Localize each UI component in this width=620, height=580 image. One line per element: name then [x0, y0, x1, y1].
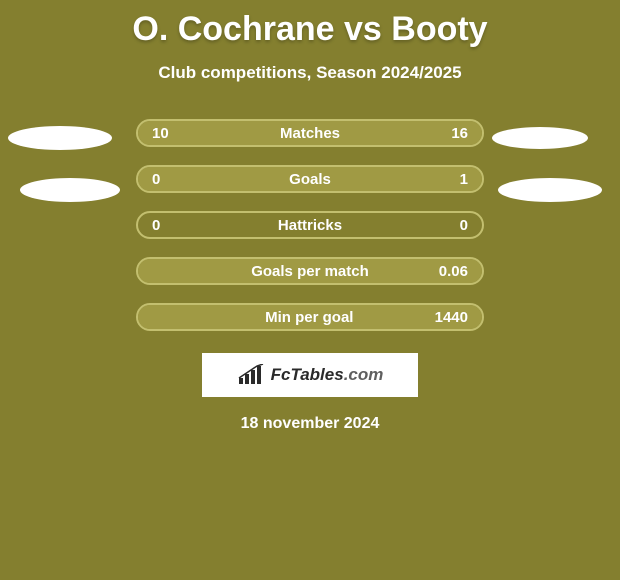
bar-fill-right [136, 259, 482, 283]
badge-brand: FcTables [271, 365, 344, 384]
badge-text: FcTables.com [271, 365, 384, 385]
stat-row: 0Hattricks0 [0, 211, 620, 239]
stat-left-value: 0 [152, 217, 184, 234]
player-marker-right [498, 178, 602, 202]
player-marker-left [20, 178, 120, 202]
stat-bar: 0Hattricks0 [136, 211, 484, 239]
bar-fill-right [136, 167, 482, 191]
bar-fill-right [136, 305, 482, 329]
stat-bar: 0Goals1 [136, 165, 484, 193]
stat-right-value: 0 [436, 217, 468, 234]
stat-bar: 10Matches16 [136, 119, 484, 147]
bar-fill-right [268, 121, 482, 145]
stat-rows: 10Matches16 0Goals1 0Hattricks0 Goals per m… [0, 119, 620, 331]
player-marker-left [8, 126, 112, 150]
stat-label: Hattricks [184, 217, 436, 234]
page-subtitle: Club competitions, Season 2024/2025 [158, 63, 461, 83]
page-title: O. Cochrane vs Booty [132, 10, 487, 49]
comparison-infographic: O. Cochrane vs Booty Club competitions, … [0, 0, 620, 580]
footer-date: 18 november 2024 [241, 415, 380, 433]
chart-bars-icon [237, 364, 267, 386]
badge-domain: .com [344, 365, 384, 384]
bar-fill-left [138, 121, 272, 145]
player-marker-right [492, 127, 588, 149]
stat-bar: Goals per match0.06 [136, 257, 484, 285]
stat-row: Min per goal1440 [0, 303, 620, 331]
stat-bar: Min per goal1440 [136, 303, 484, 331]
attribution-badge: FcTables.com [202, 353, 418, 397]
stat-row: Goals per match0.06 [0, 257, 620, 285]
bar-text-layer: 0Hattricks0 [138, 213, 482, 237]
